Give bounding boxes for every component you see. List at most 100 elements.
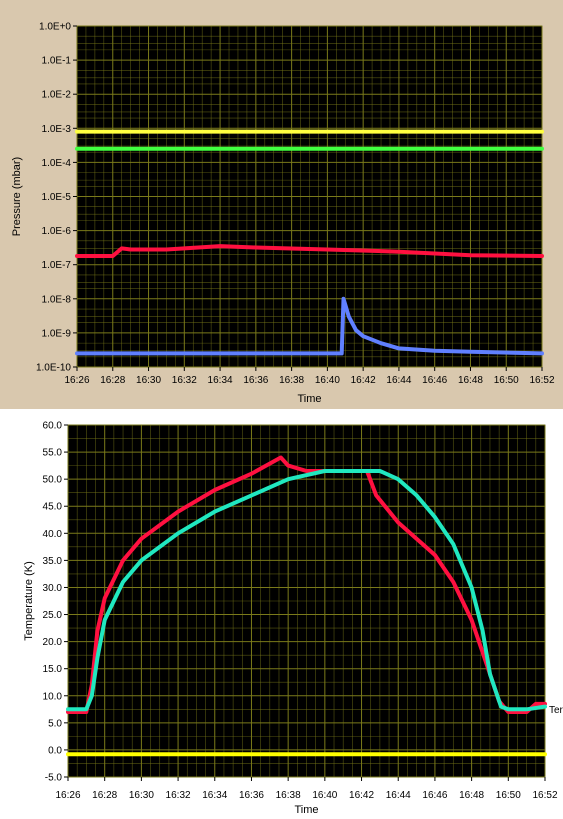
y-tick-label: 30.0: [43, 583, 63, 594]
temperature-series-2-point: [481, 629, 485, 633]
pressure-series-3-point: [325, 247, 329, 252]
y-tick-label: 1.0E-2: [42, 90, 72, 101]
x-tick-label: 16:50: [494, 375, 519, 386]
y-tick-label: 1.0E-5: [42, 192, 72, 203]
temperature-series-2-point: [90, 694, 94, 698]
temperature-series-1-point: [103, 596, 107, 600]
temperature-series-3-point: [66, 752, 70, 756]
y-tick-label: 1.0E-8: [42, 294, 72, 305]
pressure-series-3-point: [164, 247, 169, 252]
pressure-series-1-point: [540, 130, 544, 134]
x-tick-label: 16:50: [496, 790, 521, 801]
y-tick-label: 10.0: [43, 691, 63, 702]
pressure-y-axis-label: Pressure (mbar): [11, 157, 23, 236]
pressure-series-4-point: [354, 328, 358, 332]
temperature-series-1-point: [121, 558, 125, 562]
y-tick-label: 60.0: [43, 421, 63, 432]
x-tick-label: 16:46: [422, 790, 447, 801]
y-tick-label: 1.0E-4: [42, 158, 72, 169]
y-tick-label: 15.0: [43, 664, 63, 675]
x-tick-label: 16:40: [315, 375, 340, 386]
temperature-x-tick-labels: 16:26 16:28 16:30 16:32 16:34 16:36 16:38 16:40…: [55, 777, 558, 801]
pressure-series-2-point: [540, 147, 544, 151]
x-tick-label: 16:44: [386, 375, 411, 386]
pressure-x-tick-labels: 16:26 16:28 16:30 16:32 16:34 16:36 16:38 16:40…: [64, 367, 555, 386]
pressure-series-4-point: [468, 350, 473, 354]
y-tick-label: 1.0E-9: [42, 328, 72, 339]
temperature-series-2-point: [359, 469, 364, 473]
pressure-x-axis-label: Time: [297, 393, 321, 405]
y-tick-label: 40.0: [43, 529, 63, 540]
temperature-y-axis-label: Temperature (K): [23, 561, 35, 640]
x-tick-label: 16:38: [279, 375, 304, 386]
x-tick-label: 16:42: [351, 375, 376, 386]
pressure-gridlines: [76, 25, 543, 368]
pressure-chart: 1.0E+0 1.0E-1 1.0E-2 1.0E-3 1.0E-4 1.0E-5 1.0E…: [11, 22, 555, 406]
temperature-series-1-point: [279, 455, 283, 460]
temperature-series-2-point: [470, 585, 474, 590]
x-tick-label: 16:32: [172, 375, 197, 386]
pressure-series-3-point: [75, 254, 79, 258]
temperature-series-2-point: [66, 707, 70, 711]
pressure-series-4-point: [75, 351, 79, 356]
temperature-series-1-point: [304, 469, 309, 473]
temperature-series-1-point: [95, 629, 99, 633]
temperature-series-1-point: [213, 488, 217, 492]
x-tick-label: 16:46: [422, 375, 447, 386]
pressure-series-3-point: [540, 254, 544, 258]
x-tick-label: 16:28: [92, 790, 117, 801]
temperature-series-2-point: [396, 477, 400, 481]
temperature-series-1-point: [176, 510, 180, 514]
temperature-series-2-point: [213, 510, 217, 514]
x-tick-label: 16:52: [532, 790, 557, 801]
x-tick-label: 16:36: [239, 790, 264, 801]
temperature-series-1-point: [470, 618, 474, 622]
pressure-series-3-point: [218, 244, 222, 248]
temperature-series-2-point: [139, 558, 143, 562]
x-tick-label: 16:32: [166, 790, 191, 801]
x-tick-label: 16:28: [100, 375, 125, 386]
temperature-series-1-point: [543, 702, 547, 706]
x-tick-label: 16:42: [349, 790, 374, 801]
x-tick-label: 16:38: [276, 790, 301, 801]
pressure-series-3-point: [254, 245, 258, 250]
pressure-series-2-point: [75, 147, 79, 151]
x-tick-label: 16:48: [459, 790, 484, 801]
temperature-series-3-point: [543, 752, 547, 756]
temperature-chart: 60.0 55.0 50.0 45.0 40.0 35.0 30.0 25.0 20.0 15.0…: [23, 421, 563, 817]
x-tick-label: 16:52: [529, 375, 554, 386]
temperature-series-2-point: [378, 469, 382, 473]
x-tick-label: 16:36: [243, 375, 268, 386]
pressure-series-3-point: [468, 253, 473, 257]
pressure-series-4-point: [379, 341, 383, 345]
pressure-series-4-point: [341, 297, 346, 301]
pressure-series-4-point: [340, 351, 344, 356]
y-tick-label: 1.0E-3: [42, 124, 72, 135]
pressure-series-4-point: [397, 346, 401, 351]
temperature-series-2-point: [451, 542, 455, 546]
temperature-series-1-point: [139, 537, 143, 541]
y-tick-label: 0.0: [48, 745, 62, 756]
y-tick-label: 1.0E+0: [39, 22, 71, 33]
temperature-series-2-point: [506, 707, 510, 711]
temperature-series-2-point: [499, 705, 503, 709]
temperature-series-1-point: [451, 580, 455, 584]
temperature-series-1-point: [433, 553, 437, 557]
pressure-series-3-point: [397, 250, 401, 254]
temperature-series-2-point: [176, 531, 180, 535]
temperature-series-2-point: [323, 469, 327, 473]
temperature-x-axis-label: Time: [294, 804, 318, 816]
x-tick-label: 16:26: [64, 375, 89, 386]
pressure-series-4-point: [347, 315, 351, 319]
y-tick-label: 1.0E-6: [42, 226, 72, 237]
x-tick-label: 16:30: [129, 790, 154, 801]
pressure-series-3-point: [129, 247, 133, 252]
y-tick-label: 1.0E-1: [42, 56, 72, 67]
pressure-series-3-point: [111, 254, 115, 258]
temperature-series-2-point: [95, 656, 99, 660]
y-tick-label: 25.0: [43, 610, 63, 621]
temperature-series-2-point: [543, 705, 547, 709]
y-tick-label: 20.0: [43, 637, 63, 648]
temperature-series-2-point: [286, 477, 290, 481]
temperature-series-2-point: [84, 707, 88, 711]
